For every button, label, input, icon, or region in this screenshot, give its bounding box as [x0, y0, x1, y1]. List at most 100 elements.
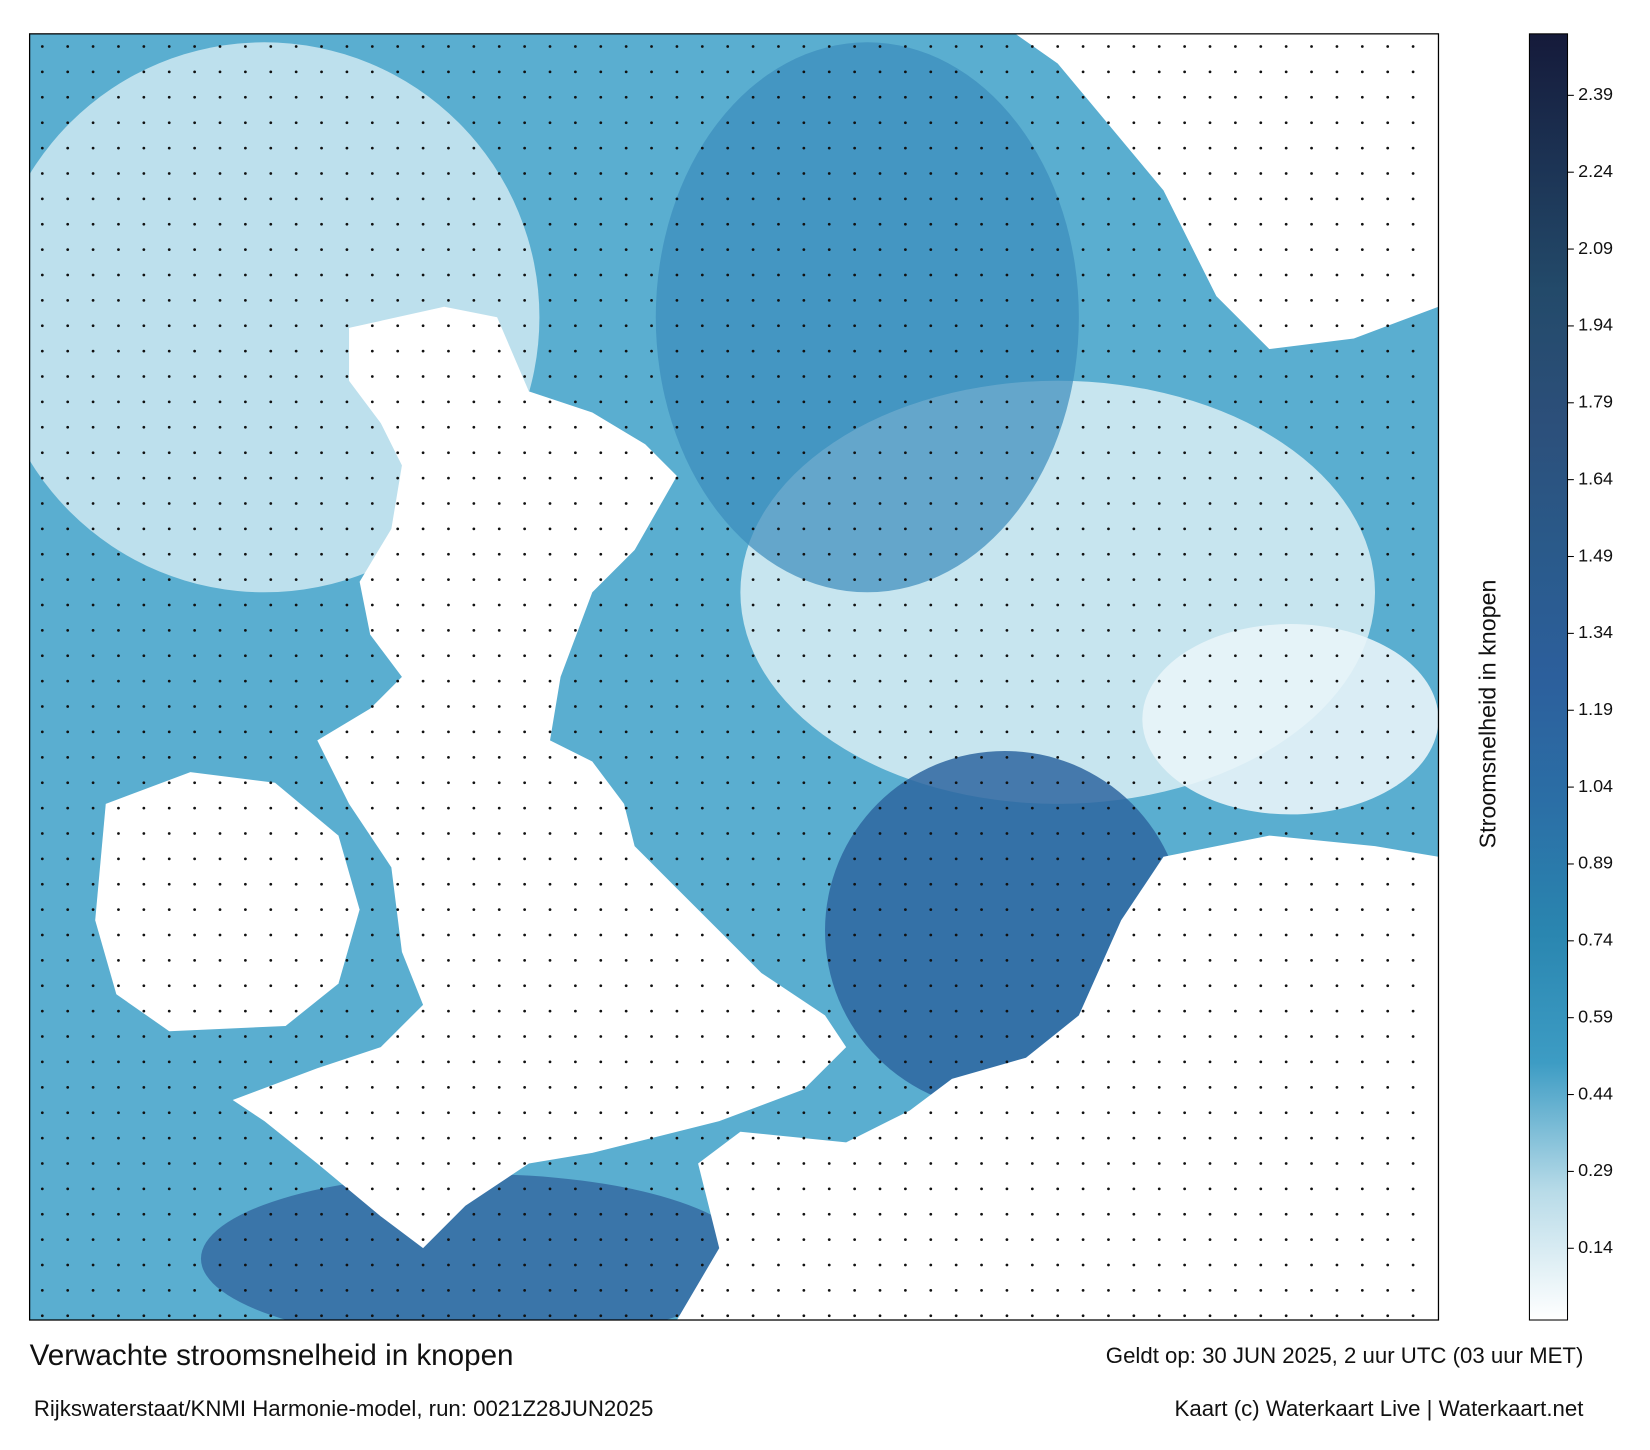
grid-dot: [574, 882, 577, 886]
grid-dot: [1386, 95, 1390, 99]
grid-dot: [954, 502, 958, 505]
grid-dot: [218, 1111, 222, 1115]
grid-dot: [421, 705, 425, 708]
grid-dot: [497, 400, 501, 404]
grid-dot: [370, 172, 374, 175]
grid-dot: [954, 984, 958, 988]
grid-dot: [878, 197, 882, 201]
grid-dot: [777, 400, 780, 404]
colorbar-tick-label: 1.19: [1578, 699, 1613, 719]
grid-dot: [269, 933, 273, 937]
grid-dot: [370, 299, 374, 302]
grid-dot: [1157, 705, 1161, 708]
grid-dot: [523, 1035, 526, 1038]
grid-dot: [1234, 908, 1237, 911]
grid-dot: [345, 705, 349, 708]
grid-dot: [193, 1238, 196, 1241]
grid-dot: [1234, 679, 1237, 683]
grid-dot: [624, 959, 628, 962]
grid-dot: [827, 629, 831, 632]
grid-dot: [675, 603, 679, 607]
grid-dot: [878, 629, 882, 632]
grid-dot: [142, 172, 146, 175]
grid-dot: [91, 705, 95, 708]
grid-dot: [523, 1111, 526, 1115]
grid-dot: [904, 1238, 907, 1241]
grid-dot: [167, 755, 171, 759]
grid-dot: [1411, 679, 1415, 683]
grid-dot: [193, 1212, 196, 1216]
grid-dot: [777, 1187, 780, 1191]
grid-dot: [370, 755, 374, 759]
grid-dot: [396, 857, 400, 861]
grid-dot: [447, 705, 450, 708]
grid-dot: [1183, 425, 1186, 429]
grid-dot: [777, 375, 780, 378]
grid-dot: [269, 603, 273, 607]
grid-dot: [1183, 857, 1186, 861]
grid-dot: [1056, 197, 1060, 201]
grid-dot: [244, 299, 247, 302]
grid-dot: [777, 299, 780, 302]
grid-dot: [370, 654, 374, 658]
grid-dot: [548, 502, 552, 505]
grid-dot: [142, 1111, 146, 1115]
grid-dot: [1056, 1009, 1060, 1013]
grid-dot: [294, 400, 298, 404]
grid-dot: [1234, 45, 1237, 48]
grid-dot: [1107, 425, 1110, 429]
grid-dot: [1310, 832, 1313, 835]
grid-dot: [117, 425, 120, 429]
grid-dot: [853, 451, 856, 455]
grid-dot: [574, 349, 577, 353]
grid-dot: [1107, 578, 1110, 581]
grid-dot: [40, 1009, 44, 1013]
grid-dot: [954, 375, 958, 378]
grid-dot: [1183, 349, 1186, 353]
grid-dot: [878, 984, 882, 988]
grid-dot: [929, 1111, 933, 1115]
grid-dot: [497, 451, 501, 455]
grid-dot: [1030, 299, 1034, 302]
grid-dot: [1259, 502, 1263, 505]
grid-dot: [472, 70, 476, 74]
grid-dot: [396, 984, 400, 988]
grid-dot: [574, 95, 577, 99]
grid-dot: [1208, 1314, 1212, 1318]
grid-dot: [726, 400, 730, 404]
grid-dot: [294, 1162, 298, 1165]
grid-dot: [523, 1289, 526, 1292]
grid-dot: [599, 578, 603, 581]
grid-dot: [1335, 45, 1339, 48]
grid-dot: [142, 400, 146, 404]
sea-fast: [201, 1174, 751, 1321]
grid-dot: [294, 45, 298, 48]
grid-dot: [1310, 121, 1313, 125]
grid-dot: [1132, 45, 1136, 48]
grid-dot: [1386, 375, 1390, 378]
grid-dot: [421, 121, 425, 125]
grid-dot: [624, 730, 628, 734]
grid-dot: [878, 1085, 882, 1089]
grid-dot: [218, 730, 222, 734]
grid-dot: [1310, 1314, 1313, 1318]
grid-dot: [802, 730, 806, 734]
grid-dot: [853, 1212, 856, 1216]
grid-dot: [497, 375, 501, 378]
grid-dot: [472, 578, 476, 581]
grid-dot: [142, 679, 146, 683]
colorbar-tick-label: 0.74: [1578, 930, 1613, 950]
grid-dot: [726, 1263, 730, 1267]
grid-dot: [1360, 984, 1364, 988]
grid-dot: [650, 1289, 653, 1292]
grid-dot: [218, 425, 222, 429]
grid-dot: [269, 984, 273, 988]
grid-dot: [294, 984, 298, 988]
grid-dot: [1005, 730, 1009, 734]
grid-dot: [345, 502, 349, 505]
grid-dot: [1234, 959, 1237, 962]
grid-dot: [1335, 755, 1339, 759]
grid-dot: [447, 781, 450, 785]
grid-dot: [1386, 1289, 1390, 1292]
grid-dot: [624, 629, 628, 632]
